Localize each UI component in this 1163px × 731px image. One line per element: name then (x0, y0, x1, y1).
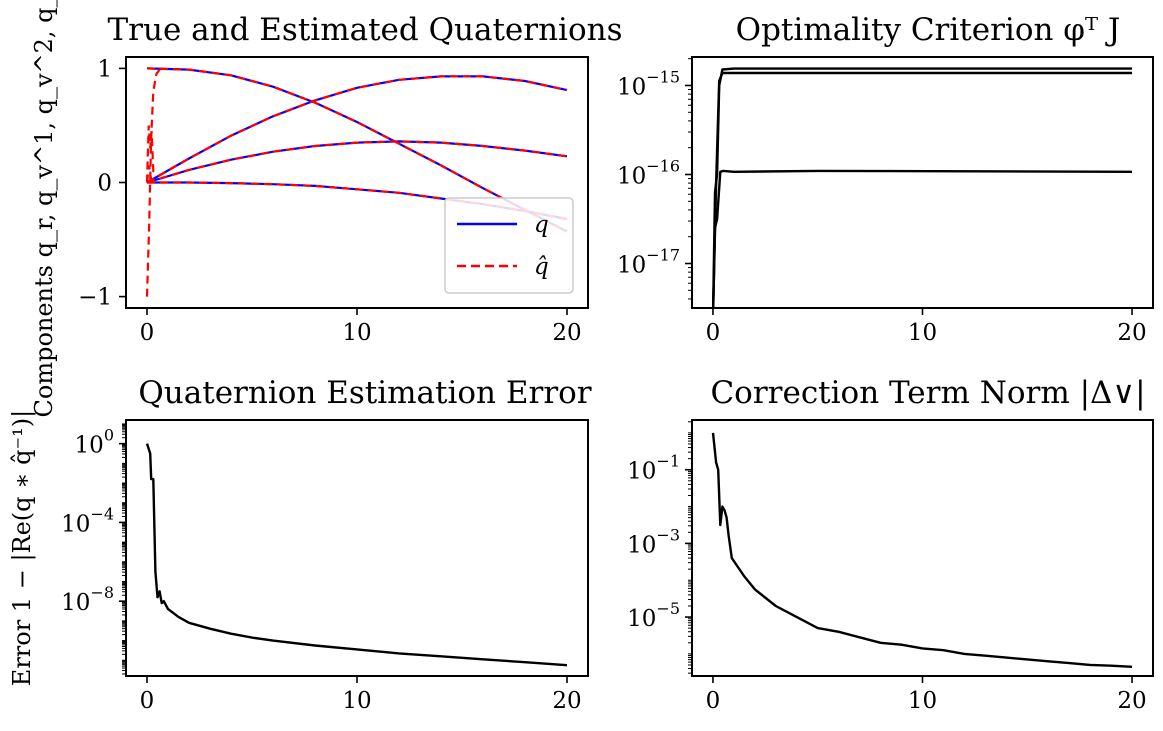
series-line-estimate (146, 67, 568, 233)
y-tick-label: 10−8 (61, 583, 114, 616)
series-line (711, 169, 1133, 308)
legend-box (444, 197, 574, 294)
x-tick-label: 10 (342, 320, 371, 346)
legend: q q̂ (444, 197, 574, 294)
y-tick-label: 10−15 (617, 67, 680, 100)
panel-quaternions: True and Estimated Quaternions Component… (30, 0, 623, 417)
y-tick-exponent: −3 (656, 525, 680, 544)
y-tick-label: 0 (97, 171, 112, 197)
y-axis-label: Components q_r, q_v^1, q_v^2, q_v^3 (30, 0, 58, 417)
y-tick-exponent: −5 (656, 599, 680, 618)
series-line-estimate (146, 75, 568, 184)
y-tick-label: 10−5 (627, 599, 680, 632)
panel-correction-norm: Correction Term Norm |Δ∨| 0 10 2010−110−31… (627, 375, 1154, 714)
plot-frame (125, 419, 589, 677)
series-line (711, 67, 1132, 308)
plot-frame (691, 419, 1154, 677)
y-tick-label: 10−1 (627, 452, 680, 485)
series-line-true (146, 75, 568, 184)
y-tick-label: 10−16 (617, 156, 680, 189)
y-tick-exponent: −8 (90, 583, 114, 602)
series-layer (711, 67, 1133, 308)
x-tick-label: 0 (140, 688, 155, 714)
y-tick-label: 100 (75, 426, 114, 459)
series-layer (711, 432, 1133, 668)
x-tick-label: 0 (706, 688, 721, 714)
series-line-estimate-transient (145, 125, 159, 183)
y-tick-base: 10 (617, 163, 646, 189)
y-tick-label: −1 (78, 285, 112, 311)
y-tick-exponent: −17 (646, 245, 680, 264)
y-tick-label: 10−3 (627, 525, 680, 558)
plot-frame (691, 56, 1154, 309)
panel-title: Quaternion Estimation Error (138, 375, 591, 411)
y-tick-base: 10 (75, 433, 104, 459)
y-tick-exponent: −1 (656, 452, 680, 471)
plot-lines (145, 443, 568, 667)
y-tick-base: 10 (627, 606, 656, 632)
x-tick-label: 20 (552, 320, 581, 346)
x-tick-label: 10 (908, 320, 937, 346)
y-tick-base: 10 (627, 459, 656, 485)
y-tick-label: 10−17 (617, 245, 680, 278)
x-tick-label: 10 (342, 688, 371, 714)
y-axis-label: Error 1 − |Re(q ∗ q̂⁻¹)| (8, 410, 37, 686)
series-line (711, 432, 1133, 668)
y-tick-base: 10 (617, 74, 646, 100)
panel-optimality: Optimality Criterion φᵀ J 0 10 2010−1510−1… (617, 12, 1154, 346)
x-tick-label: 20 (1117, 688, 1146, 714)
y-tick-exponent: −16 (646, 156, 680, 175)
panel-title: True and Estimated Quaternions (108, 12, 623, 48)
y-tick-base: 10 (627, 532, 656, 558)
y-tick-base: 10 (61, 511, 90, 537)
y-tick-exponent: −4 (90, 504, 114, 523)
y-tick-base: 10 (617, 252, 646, 278)
series-line-estimate-transient (145, 67, 165, 297)
x-tick-label: 0 (706, 320, 721, 346)
legend-label-estimate: q̂ (534, 254, 549, 280)
legend-label-true: q (534, 212, 549, 238)
panel-title: Optimality Criterion φᵀ J (736, 12, 1121, 48)
series-line (145, 443, 568, 667)
panel-title: Correction Term Norm |Δ∨| (710, 375, 1145, 411)
x-tick-label: 20 (552, 688, 581, 714)
plot-lines (711, 67, 1133, 308)
series-line-estimate (146, 140, 568, 184)
x-tick-label: 20 (1117, 320, 1146, 346)
y-tick-label: 10−4 (61, 504, 114, 537)
plot-lines (711, 432, 1133, 668)
y-tick-exponent: 0 (104, 426, 114, 445)
panel-estimation-error: Quaternion Estimation Error Error 1 − |R… (8, 375, 592, 714)
series-layer (145, 443, 568, 667)
x-tick-label: 10 (908, 688, 937, 714)
y-tick-exponent: −15 (646, 67, 680, 86)
series-line (712, 71, 1132, 308)
y-tick-base: 10 (61, 590, 90, 616)
x-tick-label: 0 (140, 320, 155, 346)
y-tick-label: 1 (97, 56, 112, 82)
